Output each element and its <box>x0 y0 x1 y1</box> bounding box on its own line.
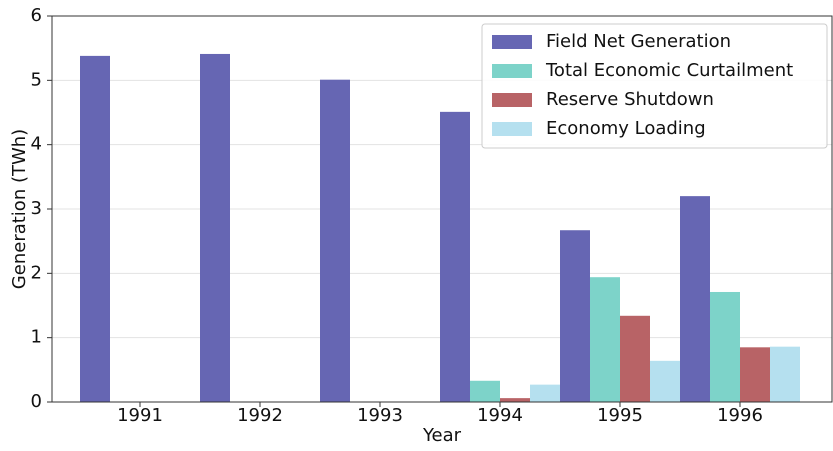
bar <box>200 53 230 402</box>
bar <box>620 315 650 402</box>
bar <box>530 384 560 402</box>
bar <box>440 111 470 403</box>
y-tick-label: 3 <box>31 198 42 219</box>
bar <box>770 346 800 402</box>
legend-swatch <box>492 64 532 78</box>
x-tick-label: 1991 <box>117 405 163 426</box>
y-axis-label: Generation (TWh) <box>9 129 30 289</box>
legend-swatch <box>492 93 532 107</box>
x-axis-label: Year <box>422 425 462 446</box>
legend-label: Field Net Generation <box>546 31 731 52</box>
bar <box>470 380 500 402</box>
y-tick-label: 4 <box>31 134 42 155</box>
x-tick-label: 1994 <box>477 405 523 426</box>
bar <box>680 196 710 402</box>
y-tick-label: 0 <box>31 391 42 412</box>
bar <box>80 55 110 403</box>
bar <box>590 277 620 402</box>
x-tick-label: 1992 <box>237 405 283 426</box>
plot-frame <box>51 15 833 403</box>
legend-box <box>481 23 828 149</box>
legend-label: Economy Loading <box>546 118 706 139</box>
bar <box>710 291 740 402</box>
bar <box>650 360 680 402</box>
y-tick-label: 5 <box>31 69 42 90</box>
legend-label: Reserve Shutdown <box>546 89 714 110</box>
legend-label: Total Economic Curtailment <box>545 60 793 81</box>
bar <box>560 230 590 402</box>
x-tick-label: 1993 <box>357 405 403 426</box>
bar <box>740 347 770 402</box>
y-tick-label: 2 <box>31 262 42 283</box>
y-tick-label: 1 <box>31 327 42 348</box>
bar <box>500 398 530 402</box>
y-tick-label: 6 <box>31 5 42 26</box>
legend: Field Net Generation Total Economic Curta… <box>481 23 828 149</box>
x-tick-label: 1996 <box>717 405 763 426</box>
legend-swatch <box>492 35 532 49</box>
x-tick-label: 1995 <box>597 405 643 426</box>
bar <box>320 79 350 402</box>
legend-swatch <box>492 122 532 136</box>
